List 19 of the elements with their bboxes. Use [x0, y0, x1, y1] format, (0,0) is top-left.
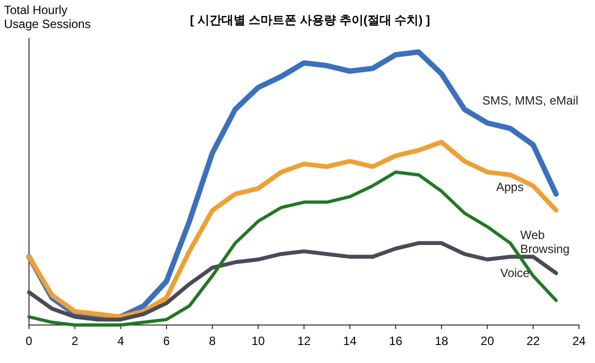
x-tick-label: 4	[117, 334, 124, 348]
x-tick-label: 12	[297, 334, 311, 348]
x-tick-label: 10	[251, 334, 266, 348]
x-tick-label: 6	[163, 334, 170, 348]
y-axis-title: Total Hourly Usage Sessions	[4, 3, 91, 31]
series-label: SMS, MMS, eMail	[482, 93, 578, 108]
series-label: Voice	[500, 266, 530, 280]
x-tick-label: 24	[572, 334, 586, 348]
x-tick-label: 20	[480, 334, 494, 348]
x-tick-label: 8	[208, 334, 216, 348]
x-tick-label: 2	[71, 334, 78, 348]
chart-title: [ 시간대별 스마트폰 사용량 추이(절대 수치) ]	[190, 13, 430, 27]
x-tick-label: 0	[26, 334, 33, 348]
x-tick-label: 16	[388, 334, 403, 348]
x-tick-label: 18	[434, 334, 448, 348]
series-label: Web Browsing	[520, 228, 570, 256]
x-tick-label: 22	[526, 334, 540, 348]
x-tick-label: 14	[343, 334, 357, 348]
series-label: Apps	[496, 180, 524, 194]
